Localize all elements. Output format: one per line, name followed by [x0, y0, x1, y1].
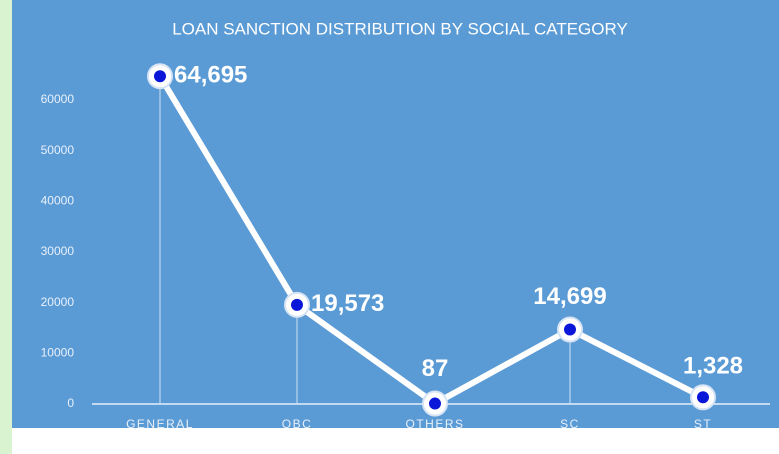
x-tick-label: GENERAL	[126, 417, 194, 431]
y-tick-label: 0	[67, 396, 74, 410]
chart-background	[12, 0, 779, 428]
y-tick-label: 50000	[41, 143, 75, 157]
x-tick-label: ST	[694, 417, 712, 431]
data-label: 64,695	[174, 62, 247, 89]
y-tick-label: 60000	[41, 92, 75, 106]
data-label: 1,328	[683, 353, 743, 380]
x-tick-label: SC	[560, 417, 580, 431]
y-tick-label: 30000	[41, 244, 75, 258]
chart-title: LOAN SANCTION DISTRIBUTION BY SOCIAL CAT…	[172, 19, 628, 38]
left-strip	[0, 0, 12, 454]
data-label: 87	[422, 355, 449, 382]
point-center	[697, 391, 709, 404]
point-center	[429, 397, 441, 410]
data-label: 19,573	[311, 290, 384, 317]
x-tick-label: OTHERS	[405, 417, 464, 431]
y-tick-label: 40000	[41, 194, 75, 208]
point-center	[564, 323, 576, 336]
point-center	[154, 70, 166, 83]
x-tick-label: OBC	[282, 417, 313, 431]
y-tick-label: 10000	[41, 346, 75, 360]
y-tick-label: 20000	[41, 295, 75, 309]
point-center	[291, 298, 303, 311]
data-label: 14,699	[533, 283, 606, 310]
